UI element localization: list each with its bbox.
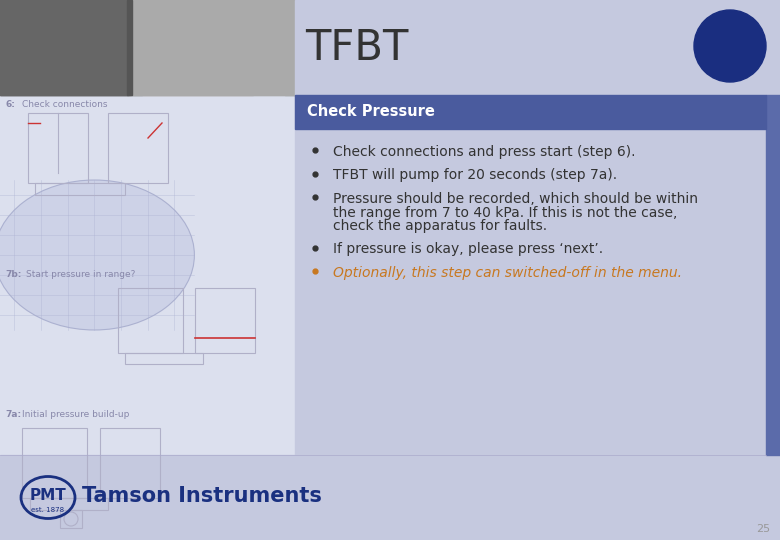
Text: 7b:: 7b: bbox=[5, 270, 21, 279]
Bar bbox=[35, 183, 125, 195]
Text: TFBT will pump for 20 seconds (step 7a).: TFBT will pump for 20 seconds (step 7a). bbox=[333, 168, 617, 183]
Text: Check connections: Check connections bbox=[22, 100, 108, 109]
Bar bbox=[766, 95, 780, 455]
Bar bbox=[142, 0, 254, 95]
Text: the range from 7 to 40 kPa. If this is not the case,: the range from 7 to 40 kPa. If this is n… bbox=[333, 206, 677, 219]
Text: Check Pressure: Check Pressure bbox=[307, 105, 435, 119]
Text: Tamson Instruments: Tamson Instruments bbox=[82, 487, 322, 507]
Bar bbox=[0, 0, 780, 95]
Bar bbox=[28, 113, 88, 183]
Text: Optionally, this step can switched-off in the menu.: Optionally, this step can switched-off i… bbox=[333, 266, 682, 280]
Ellipse shape bbox=[694, 10, 766, 82]
Ellipse shape bbox=[0, 180, 194, 330]
Bar bbox=[0, 0, 142, 95]
Bar bbox=[295, 0, 780, 95]
Bar bbox=[128, 0, 295, 95]
Text: 25: 25 bbox=[756, 524, 770, 534]
Text: 6:: 6: bbox=[5, 100, 15, 109]
Text: TFBT: TFBT bbox=[305, 26, 409, 69]
Bar bbox=[0, 0, 295, 95]
Bar bbox=[118, 288, 183, 353]
Bar bbox=[295, 0, 780, 95]
Bar bbox=[60, 510, 82, 528]
Bar bbox=[0, 0, 130, 95]
Bar bbox=[22, 428, 87, 498]
Bar bbox=[285, 0, 780, 95]
Text: check the apparatus for faults.: check the apparatus for faults. bbox=[333, 219, 547, 233]
Text: Pressure should be recorded, which should be within: Pressure should be recorded, which shoul… bbox=[333, 192, 698, 206]
Bar bbox=[108, 113, 168, 183]
Bar bbox=[0, 455, 780, 540]
Bar bbox=[0, 0, 128, 95]
Bar bbox=[125, 353, 203, 364]
Text: est. 1878: est. 1878 bbox=[31, 508, 65, 514]
Text: Check connections and press start (step 6).: Check connections and press start (step … bbox=[333, 145, 636, 159]
Bar bbox=[195, 288, 255, 353]
Text: If pressure is okay, please press ‘next’.: If pressure is okay, please press ‘next’… bbox=[333, 242, 603, 256]
Text: Start pressure in range?: Start pressure in range? bbox=[26, 270, 136, 279]
Bar bbox=[100, 428, 160, 498]
Bar bbox=[30, 498, 108, 510]
Text: 7a:: 7a: bbox=[5, 410, 21, 419]
Text: Initial pressure build-up: Initial pressure build-up bbox=[22, 410, 129, 419]
Bar bbox=[130, 0, 285, 95]
Text: PMT: PMT bbox=[30, 488, 66, 503]
Bar bbox=[0, 95, 295, 455]
Bar bbox=[295, 95, 766, 129]
Bar bbox=[127, 0, 132, 95]
Bar bbox=[295, 95, 780, 455]
